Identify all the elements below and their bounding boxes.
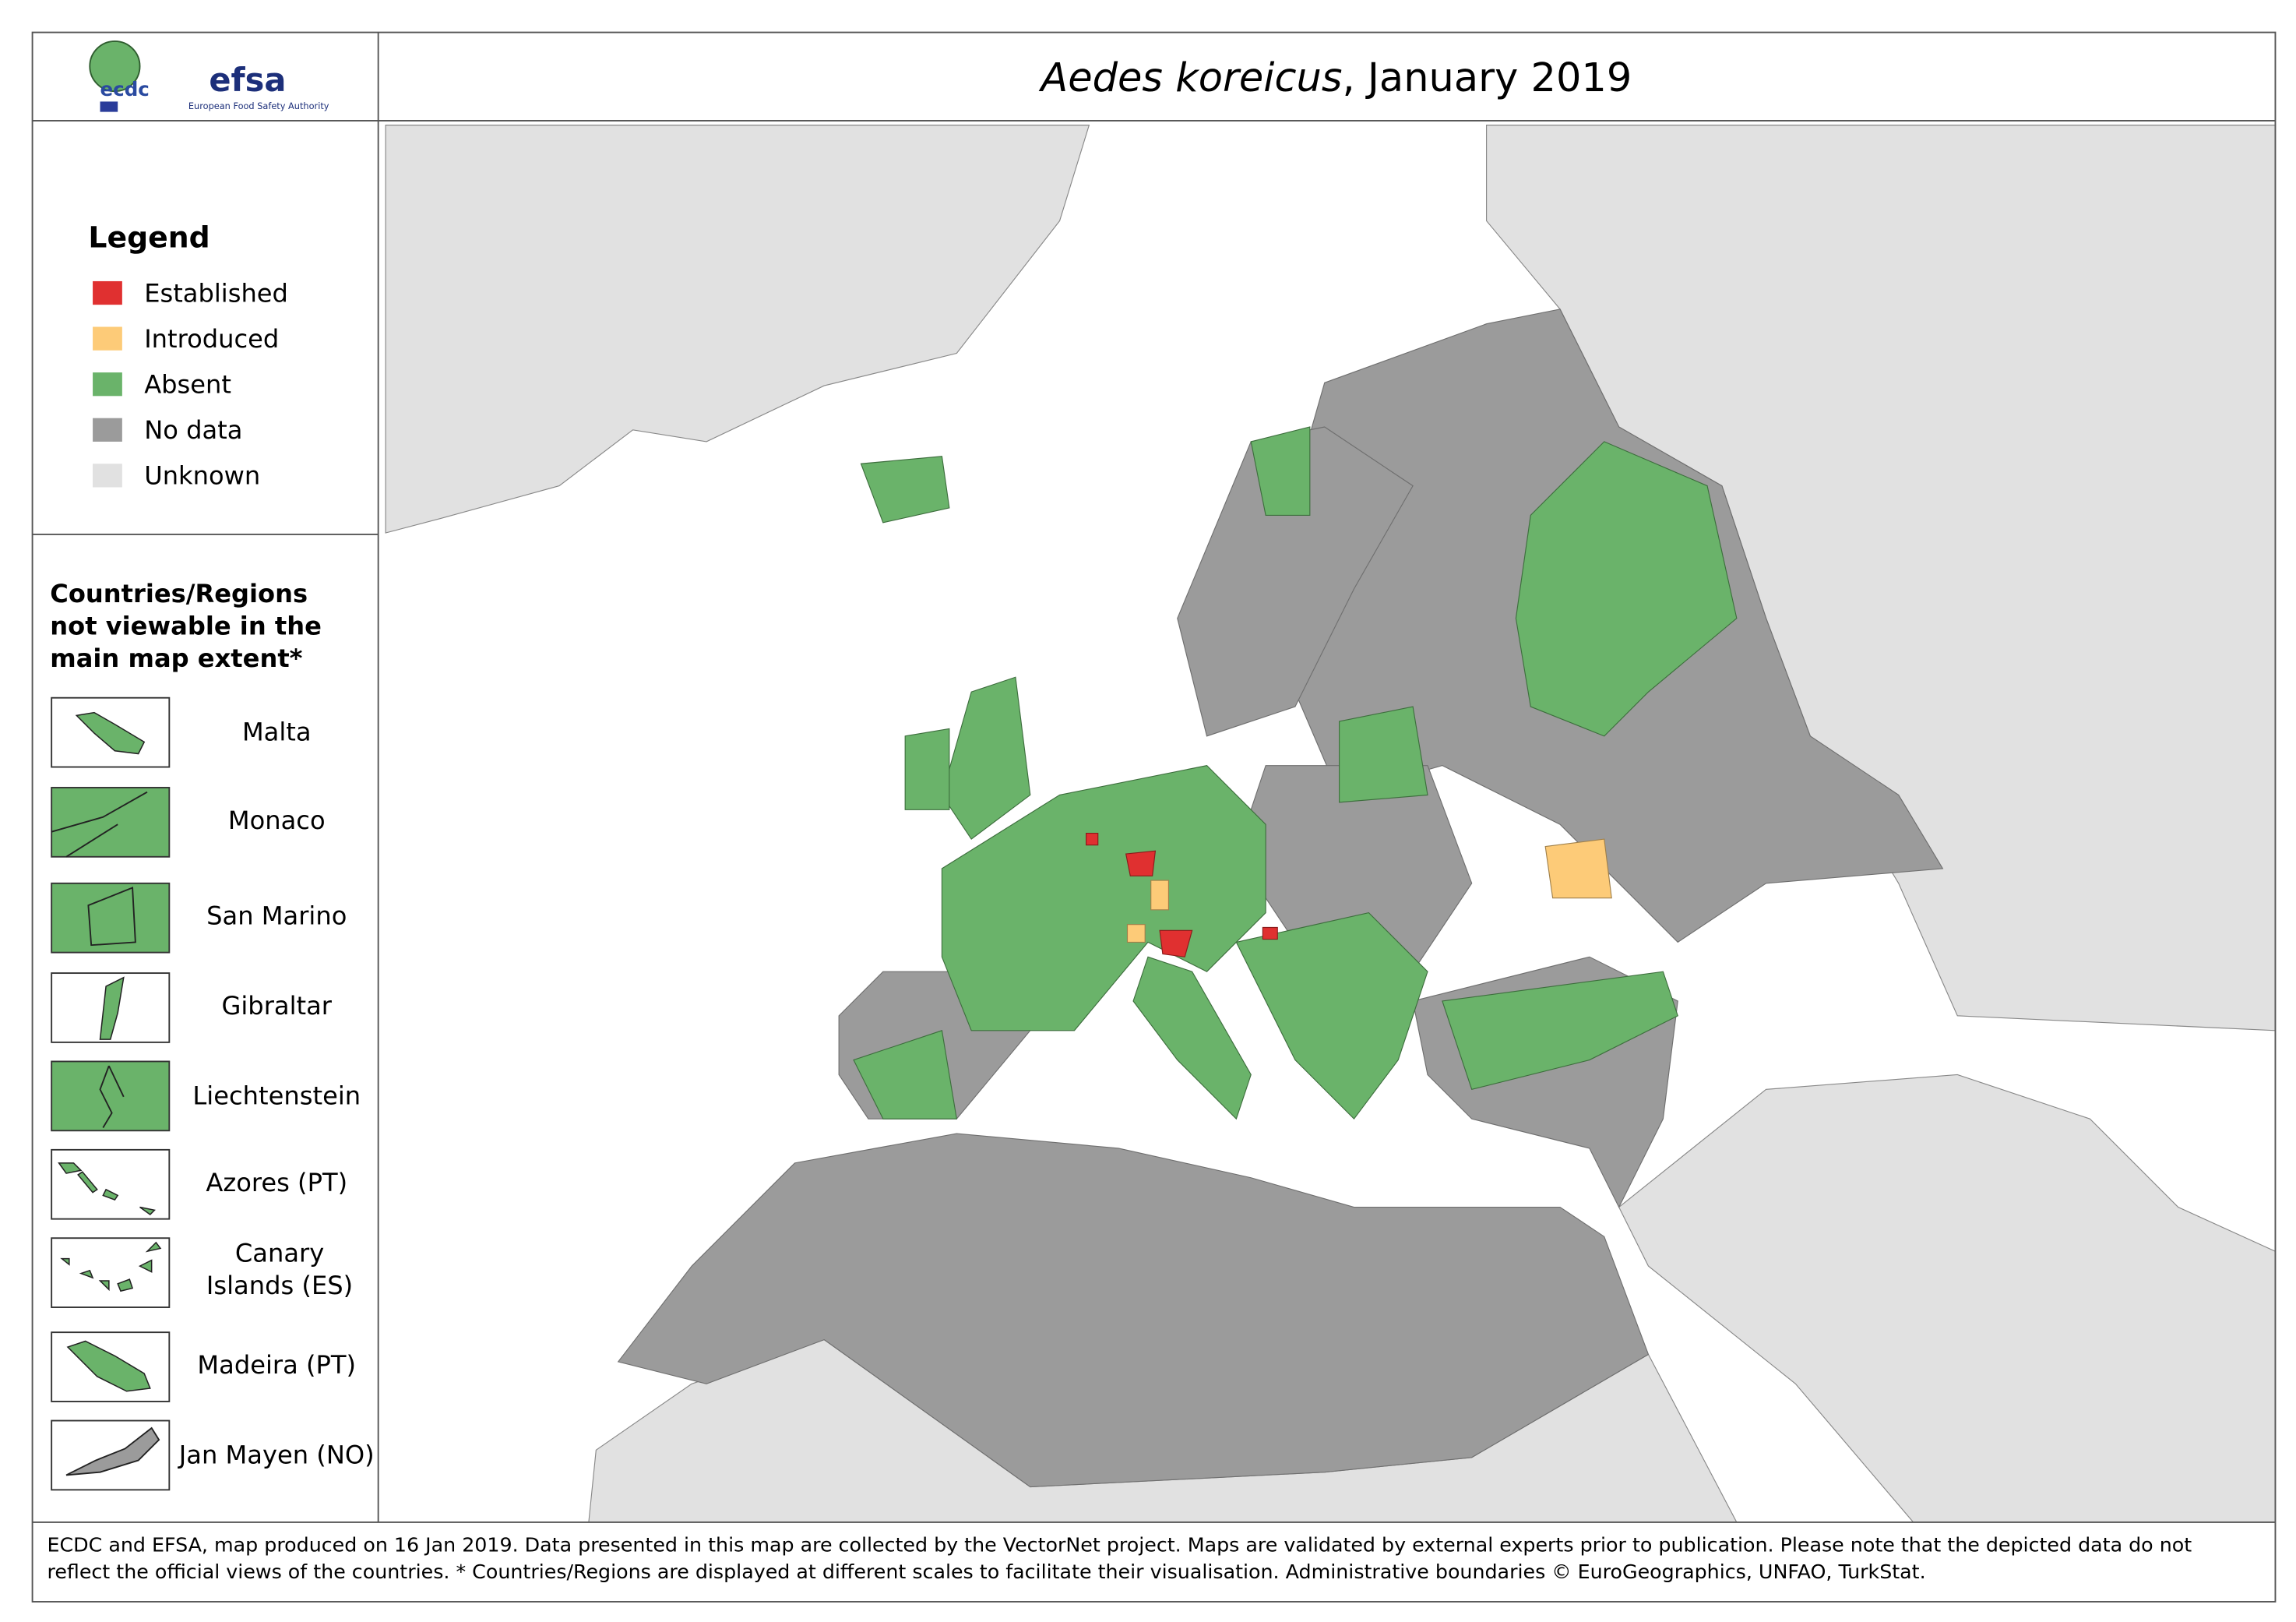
legend-title: Legend (88, 220, 210, 254)
balkans (1235, 911, 1428, 1120)
inset-shape (99, 1065, 125, 1128)
inset-label: San Marino (206, 902, 347, 933)
north-africa (617, 1133, 1650, 1488)
legend-label: Absent (144, 370, 231, 400)
eu-flag (100, 101, 118, 112)
legend-swatch (93, 280, 122, 305)
finland-north (1250, 426, 1311, 516)
ireland (904, 728, 950, 810)
inset-label: Malta (241, 718, 312, 748)
belarus (1339, 706, 1428, 803)
legend-swatch (93, 418, 122, 442)
map (378, 120, 2277, 1523)
inset-shape (60, 1241, 162, 1292)
russia-regions (1515, 441, 1738, 737)
inset-label: Monaco (227, 806, 326, 837)
legend-label: Introduced (144, 324, 279, 354)
title: Aedes koreicus, January 2019 (1038, 55, 1632, 101)
inset-label: Canary Islands (ES) (206, 1239, 354, 1302)
greenland (385, 125, 1090, 534)
title-species: Aedes koreicus (1038, 55, 1342, 101)
established-be (1086, 832, 1099, 846)
insets-title: Countries/Regions not viewable in the ma… (50, 580, 322, 675)
inset-shape (66, 1340, 151, 1392)
iberia-coast (853, 1030, 957, 1120)
legend-swatch (93, 326, 122, 351)
inset-shape (58, 1162, 156, 1215)
insets (51, 696, 171, 1491)
efsa-caption: European Food Safety Authority (188, 100, 329, 111)
inset-label: Azores (PT) (206, 1169, 348, 1199)
inset-shape (99, 976, 125, 1040)
legend-swatch (93, 372, 122, 397)
inset-shape (65, 1426, 160, 1476)
established-de (1125, 850, 1157, 876)
inset-shape (51, 791, 148, 858)
established-it (1159, 929, 1193, 957)
ecdc-globe (89, 40, 141, 93)
inset-box (51, 1060, 171, 1132)
turkey (1442, 971, 1678, 1091)
inset-label: Jan Mayen (NO) (178, 1441, 375, 1471)
inset-label: Gibraltar (221, 992, 333, 1022)
inset-shape (75, 711, 146, 755)
inset-box (51, 1148, 171, 1220)
outer-frame (31, 31, 2277, 1603)
legend-swatch (93, 464, 122, 488)
footer: ECDC and EFSA, map produced on 16 Jan 20… (47, 1535, 2192, 1585)
ecdc-logo: ecdc (100, 78, 150, 100)
iceland (860, 456, 950, 524)
legend-label: Established (144, 278, 288, 308)
inset-label: Liechtenstein (192, 1081, 361, 1112)
inset-box (51, 882, 171, 954)
efsa-logo: efsa (209, 61, 286, 99)
introduced-ch (1150, 880, 1169, 911)
central-europe (941, 765, 1266, 1031)
inset-shape (87, 887, 136, 947)
italy (1132, 956, 1252, 1120)
legend-items: Established Introduced Absent No data Unknow… (93, 278, 288, 491)
title-rest: , January 2019 (1342, 55, 1632, 101)
inset-box (51, 787, 171, 858)
legend-label: No data (144, 415, 242, 445)
established-hu (1262, 926, 1278, 940)
inset-label: Madeira (PT) (197, 1351, 357, 1381)
krasnodar (1544, 838, 1612, 899)
legend-label: Unknown (144, 461, 260, 491)
introduced-it (1126, 924, 1146, 943)
